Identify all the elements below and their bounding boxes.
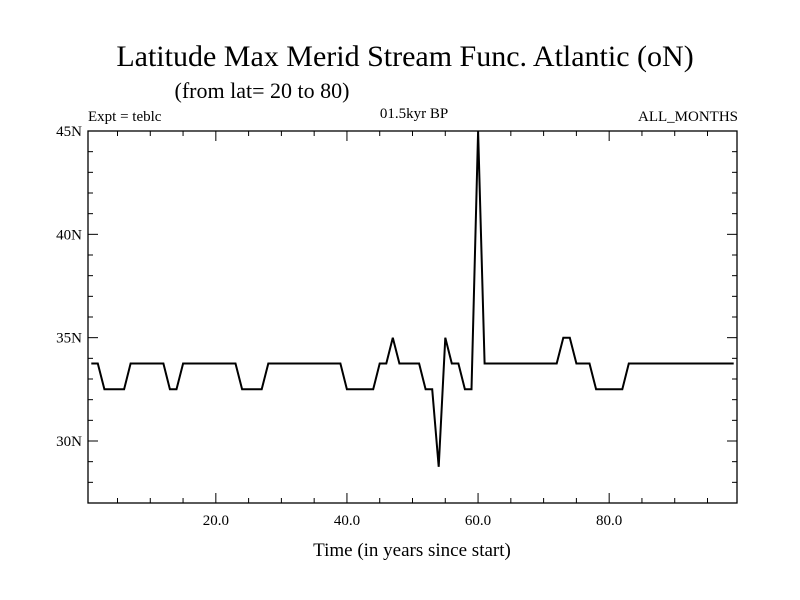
x-axis-label: Time (in years since start) — [313, 540, 511, 561]
left-label: Expt = teblc — [88, 109, 162, 125]
plot-frame — [87, 130, 738, 504]
y-tick-label: 30N — [56, 434, 82, 450]
x-tick-label: 40.0 — [334, 513, 360, 529]
series-line — [91, 130, 734, 467]
right-label: ALL_MONTHS — [638, 109, 738, 125]
x-tick-label: 80.0 — [596, 513, 622, 529]
chart-subtitle: (from lat= 20 to 80) — [175, 78, 350, 103]
y-tick-label: 35N — [56, 331, 82, 347]
x-tick-label: 20.0 — [203, 513, 229, 529]
axis-ticks — [88, 130, 737, 504]
y-tick-label: 45N — [56, 124, 82, 140]
y-tick-label: 40N — [56, 227, 82, 243]
chart-title: Latitude Max Merid Stream Func. Atlantic… — [116, 40, 693, 73]
center-label: 01.5kyr BP — [380, 106, 448, 122]
x-tick-labels: 20.0 40.0 60.0 80.0 — [203, 513, 623, 529]
y-tick-labels: 30N 35N 40N 45N — [56, 124, 82, 450]
x-tick-label: 60.0 — [465, 513, 491, 529]
